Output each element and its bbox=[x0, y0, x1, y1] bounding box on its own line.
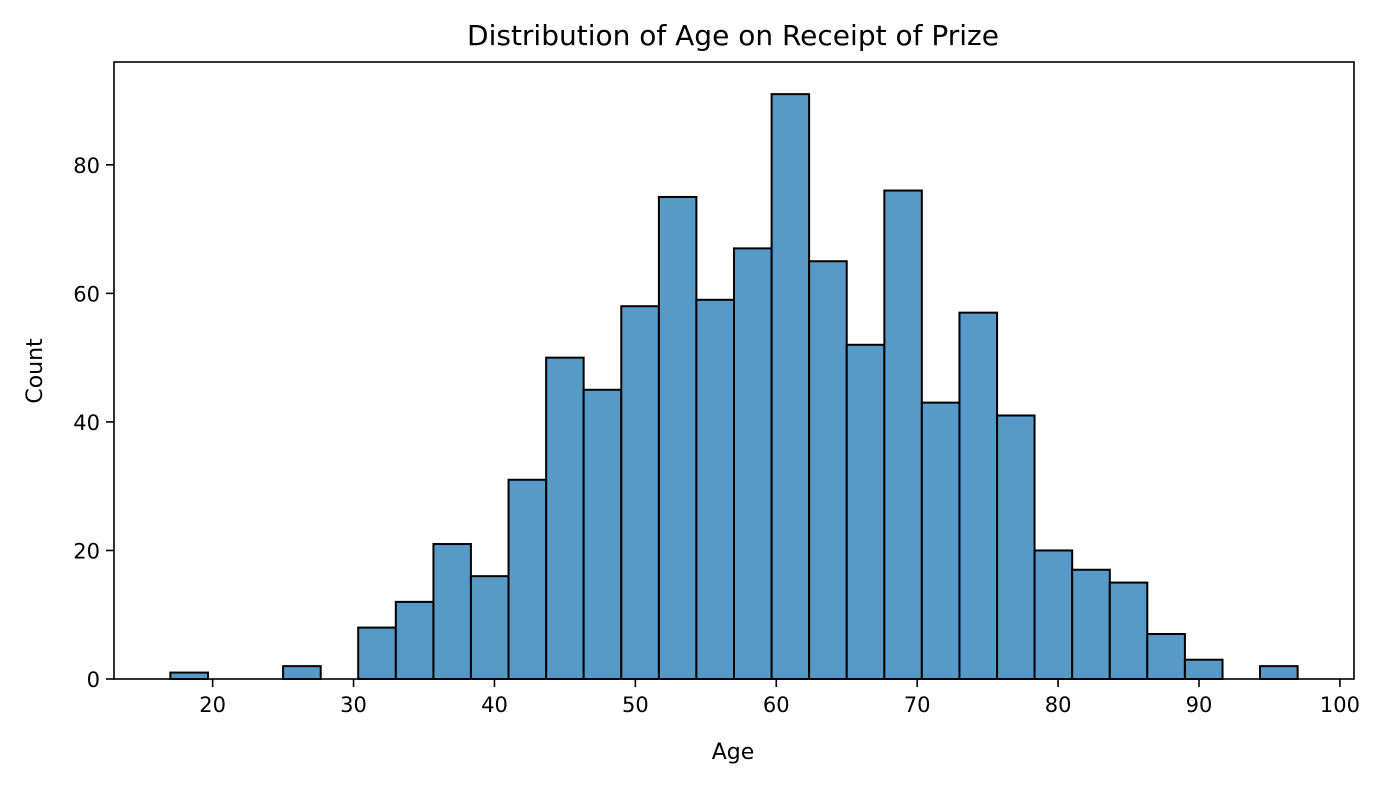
histogram-bar bbox=[1259, 665, 1299, 680]
histogram-bar bbox=[657, 195, 698, 680]
histogram-bar bbox=[770, 93, 811, 680]
y-axis-ticks: 0 20 40 60 80 bbox=[73, 154, 114, 692]
histogram-bar bbox=[845, 343, 886, 680]
histogram-bar bbox=[1071, 568, 1111, 680]
histogram-bar bbox=[695, 298, 735, 680]
x-tick-label: 50 bbox=[622, 693, 649, 717]
histogram-bar bbox=[432, 543, 472, 680]
plot-frame bbox=[113, 61, 1355, 680]
x-axis-label: Age bbox=[712, 740, 755, 765]
histogram-bar bbox=[282, 665, 322, 680]
x-tick-label: 30 bbox=[340, 693, 367, 717]
histogram-bar bbox=[545, 356, 585, 680]
histogram-bar bbox=[507, 478, 548, 680]
y-tick-label: 20 bbox=[73, 539, 100, 563]
histogram-bar bbox=[808, 260, 848, 680]
x-tick-label: 20 bbox=[199, 693, 226, 717]
y-tick-label: 40 bbox=[73, 411, 100, 435]
histogram-bar bbox=[357, 626, 397, 680]
histogram-bar bbox=[958, 311, 999, 680]
chart-title: Distribution of Age on Receipt of Prize bbox=[467, 19, 999, 52]
histogram-bar bbox=[1146, 633, 1186, 681]
y-tick-label: 60 bbox=[73, 282, 100, 306]
x-tick-label: 60 bbox=[763, 693, 790, 717]
x-tick-label: 70 bbox=[904, 693, 931, 717]
histogram-bar bbox=[733, 247, 773, 681]
histogram-bar bbox=[1033, 549, 1074, 680]
histogram-bar bbox=[169, 671, 209, 681]
histogram-bar bbox=[883, 189, 923, 681]
histogram-bar bbox=[1183, 658, 1224, 680]
y-tick-label: 80 bbox=[73, 154, 100, 178]
histogram-bar bbox=[394, 600, 435, 680]
x-tick-label: 80 bbox=[1045, 693, 1072, 717]
x-axis-ticks: 20 30 40 50 60 70 80 90 100 bbox=[199, 679, 1360, 717]
histogram-bar bbox=[620, 305, 660, 680]
x-tick-label: 90 bbox=[1186, 693, 1213, 717]
x-tick-label: 40 bbox=[481, 693, 508, 717]
histogram-bar bbox=[1108, 581, 1149, 680]
x-tick-label: 100 bbox=[1320, 693, 1360, 717]
histogram-bar bbox=[920, 401, 961, 680]
bars-group bbox=[169, 93, 1299, 681]
histogram-bar bbox=[582, 388, 623, 680]
histogram-bar bbox=[469, 575, 510, 681]
y-axis-label: Count bbox=[23, 338, 48, 404]
histogram-bar bbox=[996, 414, 1036, 680]
y-tick-label: 0 bbox=[87, 668, 100, 692]
